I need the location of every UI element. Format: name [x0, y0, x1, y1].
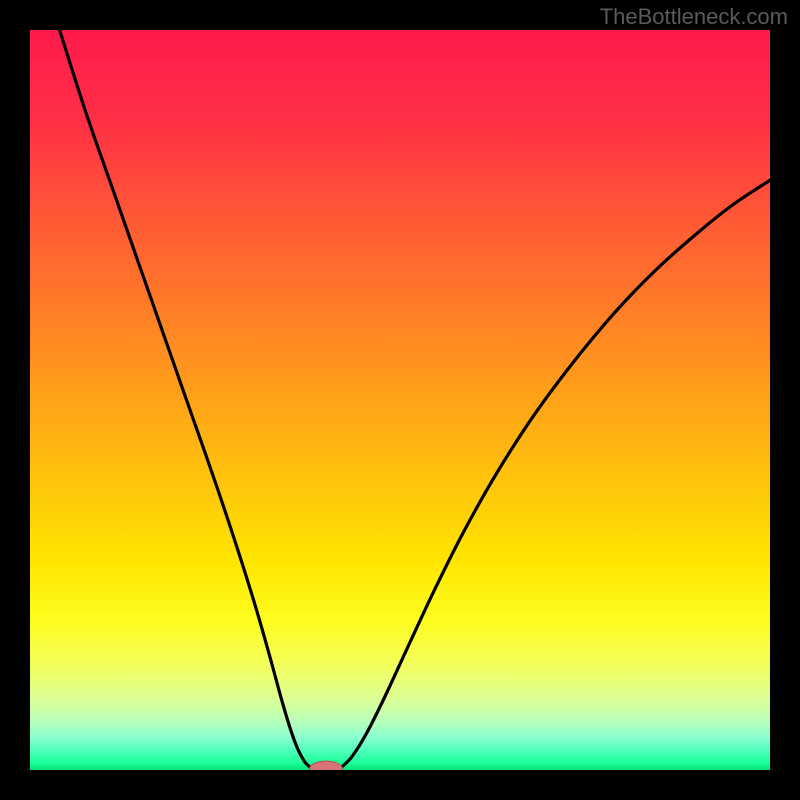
bottleneck-chart	[0, 0, 800, 800]
watermark-text: TheBottleneck.com	[600, 4, 788, 30]
plot-background	[30, 30, 770, 770]
chart-container: TheBottleneck.com	[0, 0, 800, 800]
